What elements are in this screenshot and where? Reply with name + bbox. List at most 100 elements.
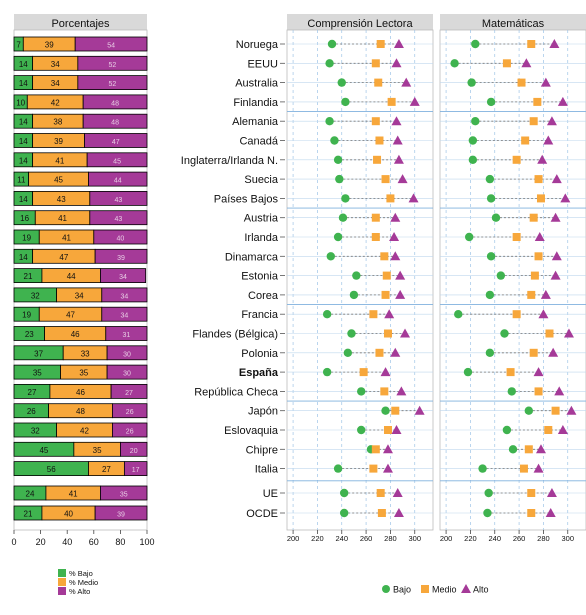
point-bajo — [349, 290, 359, 300]
stacked-bar-segment — [74, 36, 148, 52]
point-bajo — [478, 464, 487, 473]
point-alto — [540, 77, 551, 87]
point-medio — [521, 136, 530, 145]
dot-x-tick-label: 220 — [464, 534, 477, 543]
bar-value-label: 41 — [55, 156, 64, 165]
point-medio — [381, 175, 390, 184]
point-alto — [548, 347, 559, 357]
point-medio — [512, 233, 521, 241]
bar-value-label: 34 — [120, 313, 128, 320]
point-bajo — [357, 425, 366, 435]
bar-value-label: 47 — [66, 311, 75, 320]
point-bajo — [486, 97, 496, 107]
stacked-bar-segment — [101, 306, 148, 322]
point-alto — [382, 444, 393, 454]
point-bajo — [463, 367, 473, 377]
point-medio — [502, 59, 511, 68]
point-bajo — [500, 329, 509, 338]
country-label: Eslovaquia — [224, 425, 279, 437]
point-medio — [375, 348, 384, 357]
bar-value-label: 41 — [62, 234, 71, 243]
point-medio — [375, 136, 384, 145]
stacked-bar-segment — [100, 485, 148, 501]
stacked-bar-segment — [110, 383, 148, 399]
stacked-bar-segment — [93, 229, 148, 245]
point-medio — [381, 290, 390, 299]
bar-value-label: 21 — [24, 510, 33, 519]
country-label: República Checa — [194, 386, 279, 398]
dot-panel-header — [440, 14, 586, 30]
point-bajo — [502, 425, 512, 435]
bar-value-label: 26 — [126, 429, 134, 436]
point-medio — [371, 117, 380, 126]
stacked-bar-segment — [123, 461, 148, 477]
country-label: OCDE — [246, 508, 278, 520]
point-bajo — [357, 387, 366, 396]
bar-value-label: 30 — [123, 371, 131, 378]
point-medio — [387, 97, 396, 106]
stacked-bar-segment — [86, 152, 148, 168]
legend-marker-square — [421, 585, 429, 593]
country-label: Italia — [255, 464, 279, 476]
point-medio — [371, 59, 380, 68]
point-bajo — [450, 59, 459, 68]
point-bajo — [341, 97, 350, 107]
point-bajo — [325, 117, 334, 126]
bar-x-tick-label: 100 — [139, 537, 154, 547]
country-label: Francia — [241, 309, 279, 321]
point-medio — [386, 194, 395, 203]
point-alto — [392, 135, 403, 145]
legend-label: Alto — [473, 585, 489, 595]
country-label: Países Bajos — [214, 193, 279, 205]
country-label: Inglaterra/Irlanda N. — [181, 155, 278, 167]
legend-label: % Medio — [69, 578, 98, 587]
point-alto — [395, 289, 406, 299]
point-medio — [369, 310, 378, 319]
point-alto — [397, 174, 408, 184]
stacked-bar-segment — [89, 210, 148, 226]
bar-panel-title: Porcentajes — [51, 18, 110, 30]
legend-label: % Alto — [69, 587, 90, 596]
dot-x-tick-label: 200 — [287, 534, 300, 543]
point-bajo — [333, 232, 343, 242]
country-label: Irlanda — [244, 232, 279, 244]
point-bajo — [524, 406, 534, 415]
point-medio — [383, 426, 392, 434]
bar-value-label: 40 — [64, 510, 73, 519]
country-label: Flandes (Bélgica) — [192, 329, 278, 341]
bar-value-label: 33 — [81, 349, 90, 358]
dot-x-tick-label: 280 — [384, 534, 397, 543]
bar-value-label: 42 — [51, 98, 60, 107]
bar-value-label: 41 — [69, 490, 78, 499]
bar-panel-header — [14, 14, 147, 30]
stacked-bar-segment — [106, 364, 148, 380]
dot-x-tick-label: 220 — [311, 534, 324, 543]
bar-value-label: 46 — [71, 330, 80, 339]
stacked-bar-segment — [101, 287, 148, 303]
country-label: EEUU — [247, 58, 278, 70]
point-medio — [371, 445, 380, 454]
point-bajo — [326, 252, 335, 261]
bar-value-label: 21 — [24, 272, 33, 281]
country-label: Suecia — [244, 174, 279, 186]
point-medio — [519, 464, 528, 473]
bar-value-label: 54 — [107, 43, 115, 50]
bar-value-label: 14 — [19, 195, 28, 204]
dot-x-tick-label: 240 — [335, 534, 348, 543]
bar-value-label: 42 — [80, 427, 89, 436]
dot-x-tick-label: 200 — [440, 534, 453, 543]
legend-label: Medio — [432, 585, 457, 595]
point-medio — [527, 509, 536, 517]
legend-swatch — [58, 578, 66, 586]
country-label: Polonia — [241, 348, 279, 360]
bar-value-label: 45 — [39, 446, 48, 455]
point-alto — [380, 367, 391, 377]
point-bajo — [486, 194, 496, 203]
point-bajo — [468, 136, 478, 145]
bar-value-label: 35 — [93, 446, 102, 455]
bar-value-label: 14 — [19, 118, 28, 127]
point-medio — [527, 40, 536, 48]
point-medio — [371, 233, 380, 241]
